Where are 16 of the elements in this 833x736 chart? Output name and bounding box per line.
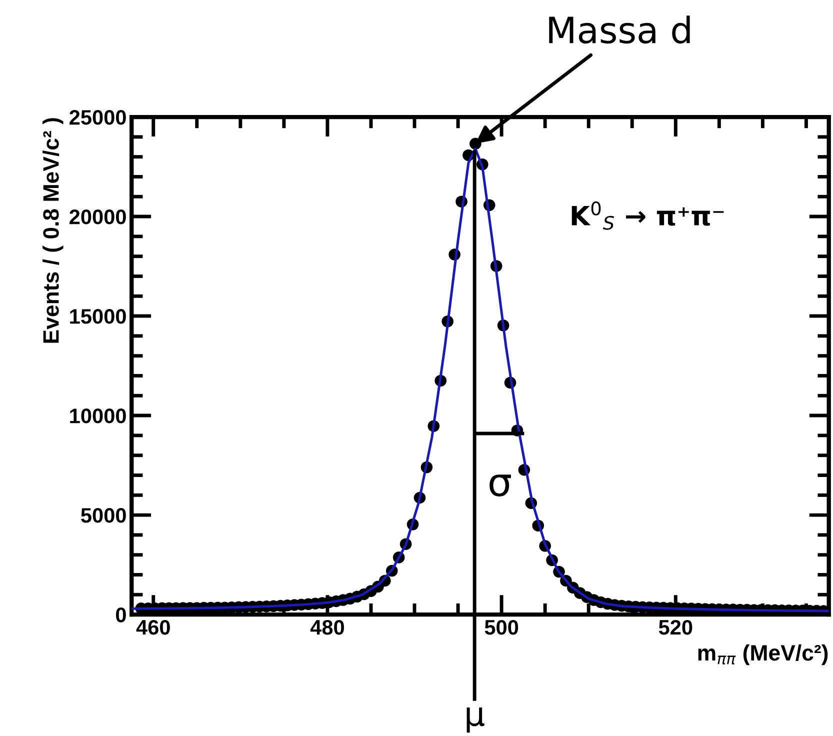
y-tick-label: 25000: [70, 110, 126, 125]
annotation: K$^{0}$$_{S}$ → π⁺π⁻: [572, 201, 724, 230]
x-tick-label: 520: [658, 620, 692, 635]
y-axis-title: Events / ( 0.8 MeV/c² ): [42, 118, 64, 343]
x-axis-title: m$_{ππ}$ (MeV/c²): [698, 644, 828, 666]
y-tick-label: 5000: [81, 508, 126, 523]
annotation: σ: [490, 474, 511, 496]
x-tick-label: 500: [484, 620, 518, 635]
y-tick-label: 15000: [70, 309, 126, 324]
y-tick-label: 20000: [70, 210, 126, 224]
y-tick-label: 0: [116, 608, 126, 622]
x-tick-label: 480: [310, 620, 344, 635]
ref-line-label: μ: [466, 708, 484, 733]
y-tick-label: 10000: [70, 408, 126, 424]
annotation: Massa d: [549, 16, 690, 44]
x-tick-label: 460: [136, 620, 170, 635]
